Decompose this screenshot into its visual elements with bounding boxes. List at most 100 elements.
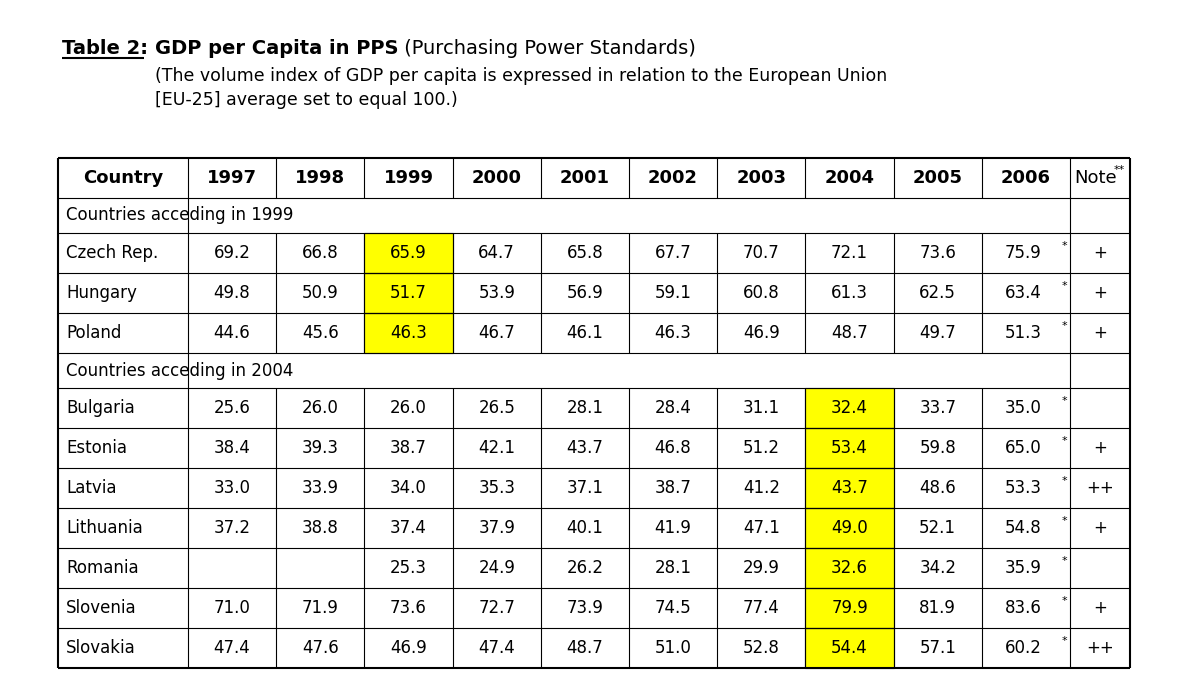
Text: 24.9: 24.9 — [479, 559, 516, 577]
Text: Czech Rep.: Czech Rep. — [67, 244, 158, 262]
Text: 35.9: 35.9 — [1005, 559, 1042, 577]
Text: 70.7: 70.7 — [742, 244, 779, 262]
Text: 42.1: 42.1 — [479, 439, 516, 457]
Text: 31.1: 31.1 — [742, 399, 779, 417]
Text: 73.9: 73.9 — [567, 599, 604, 617]
Text: 32.6: 32.6 — [830, 559, 868, 577]
Text: ++: ++ — [1086, 479, 1114, 497]
Text: 40.1: 40.1 — [567, 519, 604, 537]
Text: 26.0: 26.0 — [390, 399, 426, 417]
Text: 47.1: 47.1 — [742, 519, 779, 537]
Text: Lithuania: Lithuania — [67, 519, 143, 537]
Text: 50.9: 50.9 — [302, 284, 339, 302]
Text: 60.2: 60.2 — [1005, 639, 1042, 657]
Text: 52.8: 52.8 — [742, 639, 779, 657]
Bar — [805, 428, 893, 468]
Text: 73.6: 73.6 — [390, 599, 426, 617]
Bar — [805, 508, 893, 548]
Text: 66.8: 66.8 — [302, 244, 339, 262]
Text: 75.9: 75.9 — [1005, 244, 1041, 262]
Text: 59.8: 59.8 — [920, 439, 956, 457]
Text: Country: Country — [83, 169, 163, 187]
Text: 79.9: 79.9 — [832, 599, 868, 617]
Text: 33.9: 33.9 — [302, 479, 339, 497]
Text: +: + — [1093, 599, 1107, 617]
Text: 39.3: 39.3 — [302, 439, 339, 457]
Text: 53.9: 53.9 — [479, 284, 516, 302]
Text: *: * — [1062, 596, 1068, 606]
Text: 26.2: 26.2 — [567, 559, 604, 577]
Text: 67.7: 67.7 — [655, 244, 691, 262]
Text: 51.3: 51.3 — [1004, 324, 1042, 342]
Text: Countries acceding in 1999: Countries acceding in 1999 — [67, 206, 293, 224]
Text: 51.2: 51.2 — [742, 439, 779, 457]
Text: 72.7: 72.7 — [479, 599, 516, 617]
Text: 53.3: 53.3 — [1004, 479, 1042, 497]
Bar — [805, 548, 893, 588]
Text: 2005: 2005 — [912, 169, 962, 187]
Text: 38.7: 38.7 — [390, 439, 426, 457]
Bar — [805, 388, 893, 428]
Text: (The volume index of GDP per capita is expressed in relation to the European Uni: (The volume index of GDP per capita is e… — [154, 67, 887, 85]
Text: Hungary: Hungary — [67, 284, 137, 302]
Text: 47.4: 47.4 — [214, 639, 251, 657]
Text: ++: ++ — [1086, 639, 1114, 657]
Text: Estonia: Estonia — [67, 439, 127, 457]
Text: 41.2: 41.2 — [742, 479, 779, 497]
Text: 60.8: 60.8 — [742, 284, 779, 302]
Text: 34.0: 34.0 — [390, 479, 426, 497]
Text: 44.6: 44.6 — [214, 324, 251, 342]
Text: 77.4: 77.4 — [742, 599, 779, 617]
Text: 73.6: 73.6 — [920, 244, 956, 262]
Text: Romania: Romania — [67, 559, 139, 577]
Text: 1999: 1999 — [384, 169, 434, 187]
Text: 37.9: 37.9 — [479, 519, 516, 537]
Text: +: + — [1093, 244, 1107, 262]
Text: 37.4: 37.4 — [390, 519, 426, 537]
Text: 35.0: 35.0 — [1005, 399, 1042, 417]
Text: 57.1: 57.1 — [920, 639, 956, 657]
Bar — [365, 313, 453, 353]
Text: (Purchasing Power Standards): (Purchasing Power Standards) — [398, 39, 696, 58]
Text: 43.7: 43.7 — [567, 439, 604, 457]
Text: 54.8: 54.8 — [1005, 519, 1041, 537]
Text: 59.1: 59.1 — [655, 284, 691, 302]
Text: 54.4: 54.4 — [832, 639, 868, 657]
Text: Bulgaria: Bulgaria — [67, 399, 134, 417]
Text: 49.8: 49.8 — [214, 284, 251, 302]
Text: *: * — [1062, 241, 1068, 251]
Text: 26.5: 26.5 — [479, 399, 516, 417]
Text: 38.4: 38.4 — [214, 439, 251, 457]
Text: 65.8: 65.8 — [567, 244, 604, 262]
Text: 28.1: 28.1 — [567, 399, 604, 417]
Text: *: * — [1062, 636, 1068, 646]
Text: 63.4: 63.4 — [1005, 284, 1042, 302]
Text: *: * — [1062, 436, 1068, 446]
Text: 71.9: 71.9 — [302, 599, 339, 617]
Text: 25.6: 25.6 — [214, 399, 251, 417]
Text: 46.9: 46.9 — [390, 639, 426, 657]
Text: 45.6: 45.6 — [302, 324, 339, 342]
Bar — [365, 273, 453, 313]
Text: 2003: 2003 — [737, 169, 786, 187]
Text: GDP per Capita in PPS: GDP per Capita in PPS — [154, 39, 398, 58]
Text: 46.3: 46.3 — [655, 324, 691, 342]
Text: *: * — [1062, 516, 1068, 526]
Text: 47.6: 47.6 — [302, 639, 339, 657]
Text: 1997: 1997 — [207, 169, 257, 187]
Text: 46.1: 46.1 — [567, 324, 604, 342]
Text: Note: Note — [1075, 169, 1117, 187]
Text: Slovakia: Slovakia — [67, 639, 135, 657]
Text: 38.8: 38.8 — [302, 519, 339, 537]
Text: 51.0: 51.0 — [655, 639, 691, 657]
Text: Latvia: Latvia — [67, 479, 116, 497]
Text: 47.4: 47.4 — [479, 639, 516, 657]
Text: 51.7: 51.7 — [390, 284, 426, 302]
Text: 52.1: 52.1 — [920, 519, 956, 537]
Text: 46.9: 46.9 — [742, 324, 779, 342]
Text: 62.5: 62.5 — [920, 284, 956, 302]
Text: 34.2: 34.2 — [920, 559, 956, 577]
Text: 48.7: 48.7 — [567, 639, 604, 657]
Text: 53.4: 53.4 — [832, 439, 868, 457]
Text: 2002: 2002 — [649, 169, 699, 187]
